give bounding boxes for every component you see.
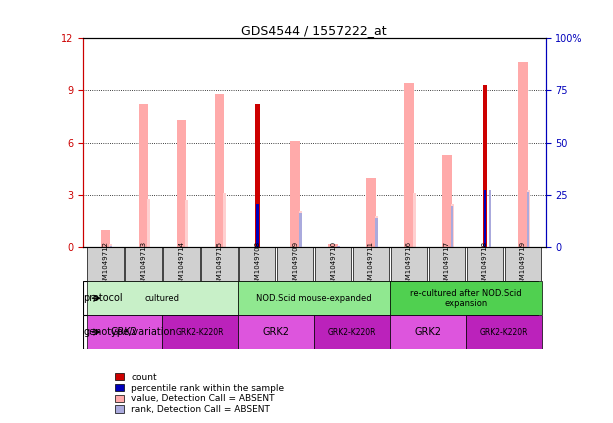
Bar [185, 201, 188, 247]
Bar [86, 281, 238, 315]
Bar [125, 247, 162, 281]
Bar [110, 246, 112, 247]
Bar [367, 178, 376, 247]
Bar [375, 216, 378, 247]
Bar [109, 244, 112, 247]
Bar [277, 247, 313, 281]
Bar [299, 211, 302, 247]
Text: cultured: cultured [145, 294, 180, 303]
Bar [451, 204, 454, 247]
Bar [484, 190, 486, 247]
Bar [504, 247, 541, 281]
Text: GSM1049712: GSM1049712 [102, 241, 109, 288]
Text: GRK2-K220R: GRK2-K220R [479, 327, 528, 337]
Bar [163, 247, 200, 281]
Text: GSM1049708: GSM1049708 [254, 241, 261, 288]
Bar [314, 315, 390, 349]
Bar [238, 315, 314, 349]
Text: GRK2-K220R: GRK2-K220R [328, 327, 376, 337]
Bar [147, 199, 150, 247]
Bar [256, 204, 259, 247]
Bar [466, 315, 542, 349]
Bar [101, 230, 110, 247]
Text: GRK2: GRK2 [263, 327, 290, 337]
Bar [482, 85, 487, 247]
Legend: count, percentile rank within the sample, value, Detection Call = ABSENT, rank, : count, percentile rank within the sample… [115, 373, 284, 414]
Bar [177, 120, 186, 247]
Text: NOD.Scid mouse-expanded: NOD.Scid mouse-expanded [256, 294, 372, 303]
Text: GRK2-K220R: GRK2-K220R [176, 327, 224, 337]
Bar [223, 193, 226, 247]
Bar [527, 190, 530, 247]
Bar [390, 281, 542, 315]
Bar [518, 63, 528, 247]
Bar [442, 155, 452, 247]
Text: GSM1049714: GSM1049714 [178, 241, 185, 288]
Text: GSM1049716: GSM1049716 [406, 241, 412, 288]
Bar [413, 193, 416, 247]
Text: GRK2: GRK2 [111, 327, 138, 337]
Bar [353, 247, 389, 281]
Bar [139, 104, 148, 247]
Bar [337, 246, 340, 247]
Text: GSM1049710: GSM1049710 [330, 241, 336, 288]
Bar [527, 192, 529, 247]
Text: GSM1049717: GSM1049717 [444, 241, 450, 288]
Bar [390, 315, 466, 349]
Text: GRK2: GRK2 [414, 327, 441, 337]
Text: GSM1049713: GSM1049713 [140, 241, 147, 288]
Text: GSM1049711: GSM1049711 [368, 241, 374, 288]
Bar [404, 83, 414, 247]
Bar [428, 247, 465, 281]
Bar [391, 247, 427, 281]
Bar [162, 315, 238, 349]
Bar [375, 218, 378, 247]
Bar [329, 244, 338, 247]
Text: GSM1049715: GSM1049715 [216, 241, 223, 288]
Text: GSM1049709: GSM1049709 [292, 241, 298, 288]
Bar [215, 94, 224, 247]
Bar [451, 206, 454, 247]
Bar [291, 141, 300, 247]
Bar [201, 247, 237, 281]
Bar [489, 190, 492, 247]
Text: GSM1049718: GSM1049718 [482, 241, 488, 288]
Text: protocol: protocol [83, 293, 123, 303]
Text: re-cultured after NOD.Scid
expansion: re-cultured after NOD.Scid expansion [410, 288, 522, 308]
Bar [87, 247, 124, 281]
Bar [337, 246, 340, 247]
Title: GDS4544 / 1557222_at: GDS4544 / 1557222_at [242, 24, 387, 37]
Bar [239, 247, 275, 281]
Bar [299, 213, 302, 247]
Bar [238, 281, 390, 315]
Text: GSM1049719: GSM1049719 [520, 241, 526, 288]
Bar [466, 247, 503, 281]
Bar [86, 315, 162, 349]
Text: genotype/variation: genotype/variation [83, 327, 176, 337]
Bar [255, 104, 259, 247]
Bar [315, 247, 351, 281]
